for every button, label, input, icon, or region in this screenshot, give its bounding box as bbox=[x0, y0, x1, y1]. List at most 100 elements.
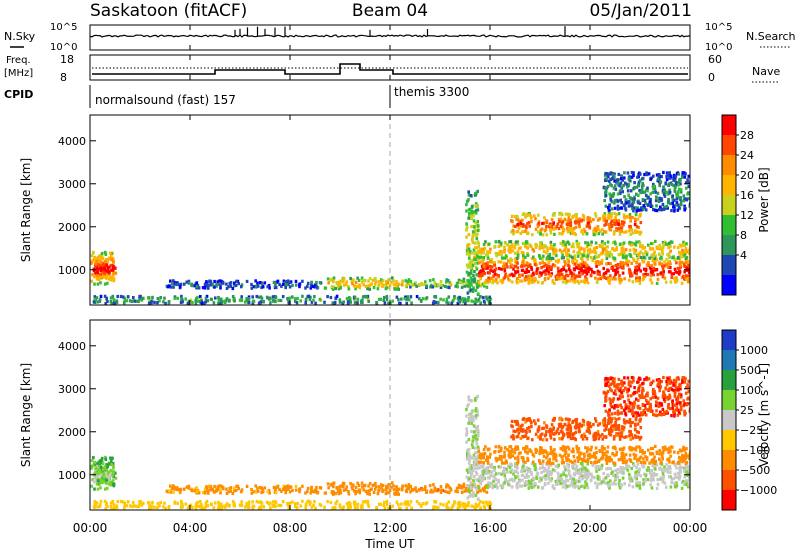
velocity-echo-cell bbox=[489, 502, 493, 506]
velocity-echo-cell bbox=[108, 475, 111, 479]
velocity-echo-cell bbox=[298, 490, 301, 494]
velocity-echo-cell bbox=[471, 463, 475, 467]
velocity-echo-cell bbox=[553, 486, 556, 490]
velocity-echo-cell bbox=[552, 457, 555, 461]
power-echo-cell bbox=[593, 255, 597, 259]
power-echo-cell bbox=[479, 251, 483, 255]
power-echo-cell bbox=[483, 280, 487, 285]
velocity-echo-cell bbox=[598, 475, 601, 479]
power-echo-cell bbox=[538, 254, 541, 258]
velocity-echo-cell bbox=[621, 476, 625, 480]
velocity-echo-cell bbox=[554, 479, 558, 484]
power-echo-cell bbox=[549, 246, 552, 250]
velocity-echo-cell bbox=[433, 486, 437, 490]
velocity-echo-cell bbox=[472, 424, 476, 428]
power-echo-cell bbox=[629, 225, 632, 229]
power-echo-cell bbox=[652, 254, 655, 258]
power-echo-cell bbox=[331, 301, 334, 305]
power-echo-cell bbox=[632, 257, 635, 261]
power-echo-cell bbox=[688, 204, 690, 208]
velocity-echo-cell bbox=[678, 455, 681, 459]
power-echo-cell bbox=[637, 225, 640, 230]
power-echo-cell bbox=[596, 260, 600, 264]
power-echo-cell bbox=[564, 263, 567, 267]
power-echo-cell bbox=[209, 297, 213, 301]
velocity-echo-cell bbox=[428, 484, 432, 488]
power-echo-cell bbox=[585, 272, 589, 276]
power-echo-cell bbox=[574, 262, 578, 266]
velocity-echo-cell bbox=[519, 429, 523, 433]
power-echo-cell bbox=[97, 256, 100, 261]
velocity-echo-cell bbox=[493, 484, 497, 488]
velocity-echo-cell bbox=[683, 482, 686, 486]
power-echo-cell bbox=[613, 179, 617, 183]
velocity-echo-cell bbox=[577, 427, 581, 431]
velocity-echo-cell bbox=[369, 487, 373, 491]
velocity-echo-cell bbox=[673, 484, 677, 489]
velocity-echo-cell bbox=[594, 455, 597, 459]
power-echo-cell bbox=[571, 242, 575, 246]
power-echo-cell bbox=[573, 257, 576, 261]
power-echo-cell bbox=[581, 232, 585, 236]
velocity-echo-cell bbox=[618, 457, 622, 462]
power-echo-cell bbox=[545, 251, 548, 255]
power-echo-cell bbox=[634, 243, 638, 247]
power-echo-cell bbox=[543, 262, 547, 266]
power-echo-cell bbox=[172, 285, 175, 289]
power-echo-cell bbox=[544, 227, 548, 232]
power-echo-cell bbox=[309, 286, 313, 290]
power-echo-cell bbox=[310, 280, 313, 284]
velocity-echo-cell bbox=[271, 500, 275, 504]
power-echo-cell bbox=[583, 250, 586, 254]
velocity-echo-cell bbox=[467, 398, 471, 402]
power-echo-cell bbox=[664, 182, 668, 186]
velocity-echo-cell bbox=[362, 488, 365, 492]
power-echo-cell bbox=[113, 301, 116, 305]
velocity-echo-cell bbox=[628, 483, 631, 487]
power-echo-cell bbox=[514, 264, 518, 269]
velocity-echo-cell bbox=[570, 482, 573, 486]
power-echo-cell bbox=[663, 264, 666, 268]
power-echo-cell bbox=[635, 209, 638, 213]
velocity-heatmap bbox=[90, 375, 690, 510]
power-echo-cell bbox=[529, 278, 532, 282]
power-echo-cell bbox=[661, 245, 664, 249]
velocity-echo-cell bbox=[169, 490, 173, 494]
velocity-echo-cell bbox=[479, 456, 483, 460]
beam-title: Beam 04 bbox=[352, 1, 428, 21]
power-echo-cell bbox=[287, 301, 291, 305]
power-echo-cell bbox=[570, 231, 574, 235]
power-echo-cell bbox=[650, 267, 653, 271]
power-echo-cell bbox=[687, 181, 690, 185]
velocity-echo-cell bbox=[338, 485, 341, 489]
power-echo-cell bbox=[236, 279, 240, 283]
power-echo-cell bbox=[417, 283, 421, 287]
power-echo-cell bbox=[634, 230, 638, 234]
power-echo-cell bbox=[648, 246, 652, 250]
velocity-echo-cell bbox=[665, 467, 668, 471]
velocity-echo-cell bbox=[678, 475, 682, 479]
power-echo-cell bbox=[526, 246, 529, 250]
power-echo-cell bbox=[623, 230, 626, 234]
power-echo-cell bbox=[686, 178, 689, 182]
power-echo-cell bbox=[342, 280, 345, 284]
velocity-echo-cell bbox=[195, 486, 199, 490]
power-echo-cell bbox=[667, 270, 671, 274]
velocity-echo-cell bbox=[391, 481, 394, 485]
power-echo-cell bbox=[538, 247, 541, 251]
power-echo-cell bbox=[536, 280, 540, 284]
power-echo-cell bbox=[581, 263, 584, 267]
power-echo-cell bbox=[534, 227, 538, 231]
velocity-echo-cell bbox=[294, 484, 298, 488]
power-echo-cell bbox=[203, 286, 207, 290]
power-echo-cell bbox=[164, 301, 167, 305]
velocity-echo-cell bbox=[653, 455, 656, 459]
power-echo-cell bbox=[387, 301, 390, 305]
velocity-echo-cell bbox=[644, 477, 647, 482]
velocity-echo-cell bbox=[225, 502, 229, 506]
power-echo-cell bbox=[545, 246, 549, 250]
velocity-echo-cell bbox=[525, 445, 528, 449]
velocity-echo-cell bbox=[566, 479, 570, 483]
velocity-echo-cell bbox=[456, 490, 459, 494]
velocity-echo-cell bbox=[479, 489, 482, 493]
